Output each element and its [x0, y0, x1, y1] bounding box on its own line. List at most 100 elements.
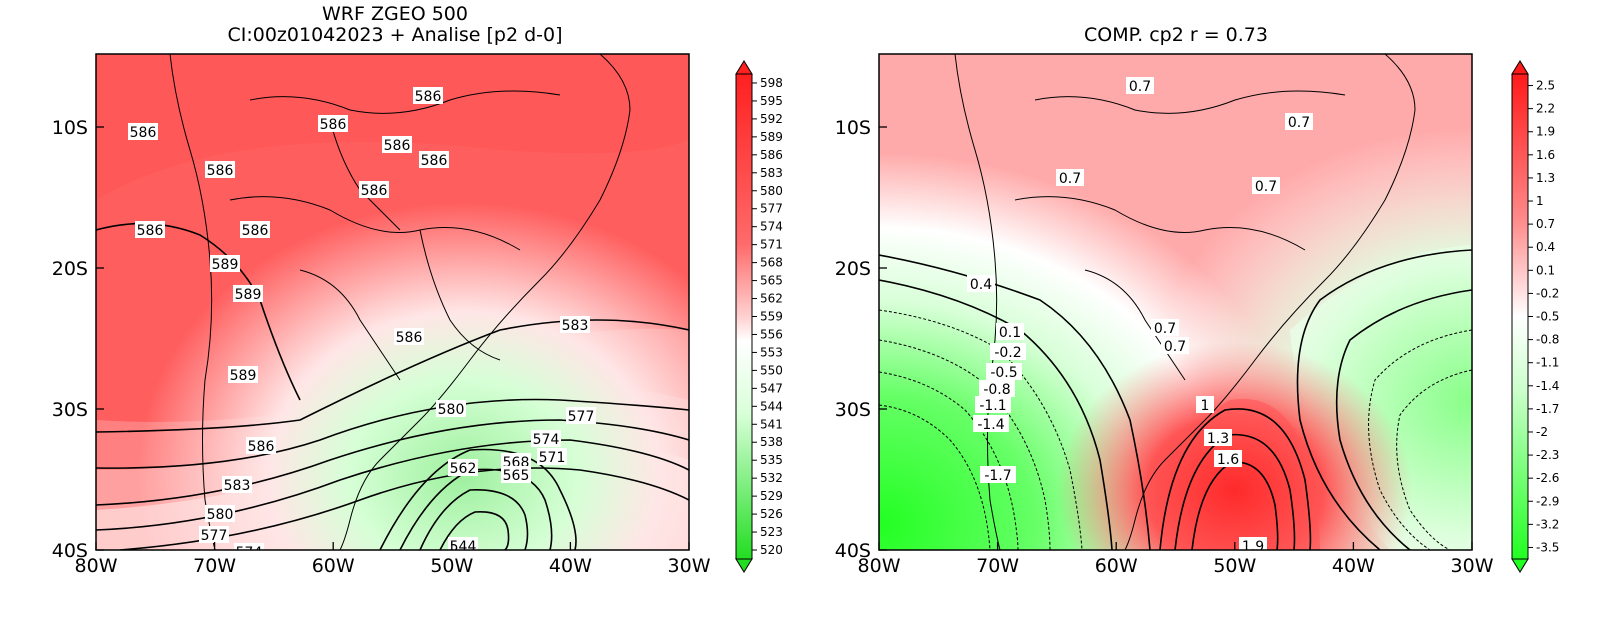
right-map-field: 0.7 0.7 0.7 0.7 0.4 0.1 -0.2 -0.5 -0.8 -…: [879, 54, 1472, 555]
colorbar-label: -2.6: [1536, 471, 1559, 485]
colorbar-label: 529: [760, 489, 783, 503]
x-tick-label: 80W: [75, 555, 118, 577]
y-tick-label: 40S: [835, 540, 871, 562]
contour-label: 586: [320, 117, 347, 133]
contour-label: 544: [450, 539, 477, 555]
contour-label: 586: [207, 163, 234, 179]
right-title: COMP. cp2 r = 0.73: [1084, 24, 1268, 46]
contour-label: 1: [1201, 398, 1210, 414]
contour-label: 577: [201, 528, 228, 544]
colorbar-label: 0.7: [1536, 217, 1555, 231]
colorbar-label: 580: [760, 184, 783, 198]
contour-label: 589: [212, 257, 239, 273]
contour-label: 586: [421, 153, 448, 169]
colorbar-label: -0.2: [1536, 286, 1559, 300]
y-tick-label: 40S: [52, 540, 88, 562]
left-colorbar: 598 595 592 589 586 583 580 577 574 571 568 565 562 5…: [735, 60, 783, 573]
contour-label: 571: [539, 450, 566, 466]
y-tick-label: 10S: [835, 117, 871, 139]
contour-label: 589: [230, 368, 257, 384]
y-tick-label: 10S: [52, 117, 88, 139]
contour-label: 0.7: [1164, 339, 1186, 355]
colorbar-label: -3.5: [1536, 540, 1559, 554]
x-tick-label: 30W: [668, 555, 711, 577]
contour-label: 0.7: [1154, 321, 1176, 337]
colorbar-label: 562: [760, 292, 783, 306]
contour-label: 586: [396, 330, 423, 346]
x-tick-label: 40W: [1332, 555, 1375, 577]
right-plot-frame: [878, 53, 1473, 551]
contour-label: 0.7: [1059, 171, 1081, 187]
contour-label: -1.4: [977, 417, 1004, 433]
colorbar-label: 565: [760, 274, 783, 288]
contour-label: 586: [137, 223, 164, 239]
x-tick-label: 70W: [193, 555, 236, 577]
contour-label: 1.9: [1242, 539, 1264, 555]
right-colorbar: 2.5 2.2 1.9 1.6 1.3 1 0.7 0.4 0.1 -0.2 -0.5 -0.8 -1.…: [1511, 60, 1559, 573]
contour-label: 577: [568, 409, 595, 425]
contour-label: 0.4: [970, 277, 992, 293]
colorbar-label: 526: [760, 507, 783, 521]
colorbar-label: 1.3: [1536, 171, 1555, 185]
left-map-field: 586 586 586 586 586 586 586 586 586 589 …: [96, 54, 689, 555]
colorbar-label: 520: [760, 543, 783, 557]
contour-label: 583: [562, 318, 589, 334]
contour-label: 589: [235, 287, 262, 303]
colorbar-label: -1.7: [1536, 402, 1559, 416]
left-title-line1: WRF ZGEO 500: [322, 3, 468, 25]
colorbar-label: 553: [760, 345, 783, 359]
colorbar-label: -0.8: [1536, 333, 1559, 347]
colorbar-label: -1.1: [1536, 356, 1559, 370]
contour-label: 565: [503, 468, 530, 484]
colorbar-label: 568: [760, 256, 783, 270]
left-panel: WRF ZGEO 500 CI:00z01042023 + Analise [p…: [52, 3, 783, 577]
colorbar-label: -1.4: [1536, 379, 1559, 393]
colorbar-label: 535: [760, 453, 783, 467]
colorbar-label: 589: [760, 130, 783, 144]
contour-label: 586: [130, 125, 157, 141]
left-title-line2: CI:00z01042023 + Analise [p2 d-0]: [227, 24, 562, 46]
colorbar-label: 523: [760, 525, 783, 539]
contour-label: -1.7: [984, 468, 1011, 484]
contour-label: 586: [361, 183, 388, 199]
y-tick-label: 20S: [835, 258, 871, 280]
contour-label: 562: [450, 461, 477, 477]
colorbar-label: -2.3: [1536, 448, 1559, 462]
left-plot-frame: [95, 53, 690, 551]
contour-label: 0.7: [1255, 179, 1277, 195]
colorbar-label: -0.5: [1536, 310, 1559, 324]
x-tick-label: 60W: [1095, 555, 1138, 577]
colorbar-label: 2.2: [1536, 102, 1555, 116]
colorbar-label: 559: [760, 310, 783, 324]
contour-label: 586: [415, 89, 442, 105]
x-tick-label: 60W: [312, 555, 355, 577]
contour-label: 580: [438, 402, 465, 418]
contour-label: 0.1: [999, 325, 1021, 341]
contour-label: 1.3: [1207, 431, 1229, 447]
left-contour-labels: 586 586 586 586 586 586 586 586 586 589 …: [128, 87, 596, 555]
y-tick-label: 30S: [52, 399, 88, 421]
colorbar-label: 1.9: [1536, 125, 1555, 139]
contour-label: 583: [224, 478, 251, 494]
colorbar-label: 556: [760, 327, 783, 341]
y-tick-label: 20S: [52, 258, 88, 280]
contour-label: 586: [248, 439, 275, 455]
right-panel: COMP. cp2 r = 0.73: [835, 24, 1560, 577]
colorbar-label: 538: [760, 435, 783, 449]
colorbar-label: 532: [760, 471, 783, 485]
right-contour-labels: 0.7 0.7 0.7 0.7 0.4 0.1 -0.2 -0.5 -0.8 -…: [967, 77, 1313, 555]
colorbar-label: -2.9: [1536, 494, 1559, 508]
colorbar-label: -2: [1536, 425, 1548, 439]
y-tick-label: 30S: [835, 399, 871, 421]
x-tick-label: 50W: [1213, 555, 1256, 577]
colorbar-label: 0.4: [1536, 240, 1555, 254]
colorbar-label: 1: [1536, 194, 1544, 208]
colorbar-label: 574: [760, 220, 783, 234]
x-tick-label: 70W: [976, 555, 1019, 577]
colorbar-label: 547: [760, 381, 783, 395]
colorbar-label: 592: [760, 112, 783, 126]
contour-label: 0.7: [1129, 79, 1151, 95]
colorbar-label: 571: [760, 238, 783, 252]
colorbar-label: 1.6: [1536, 148, 1555, 162]
